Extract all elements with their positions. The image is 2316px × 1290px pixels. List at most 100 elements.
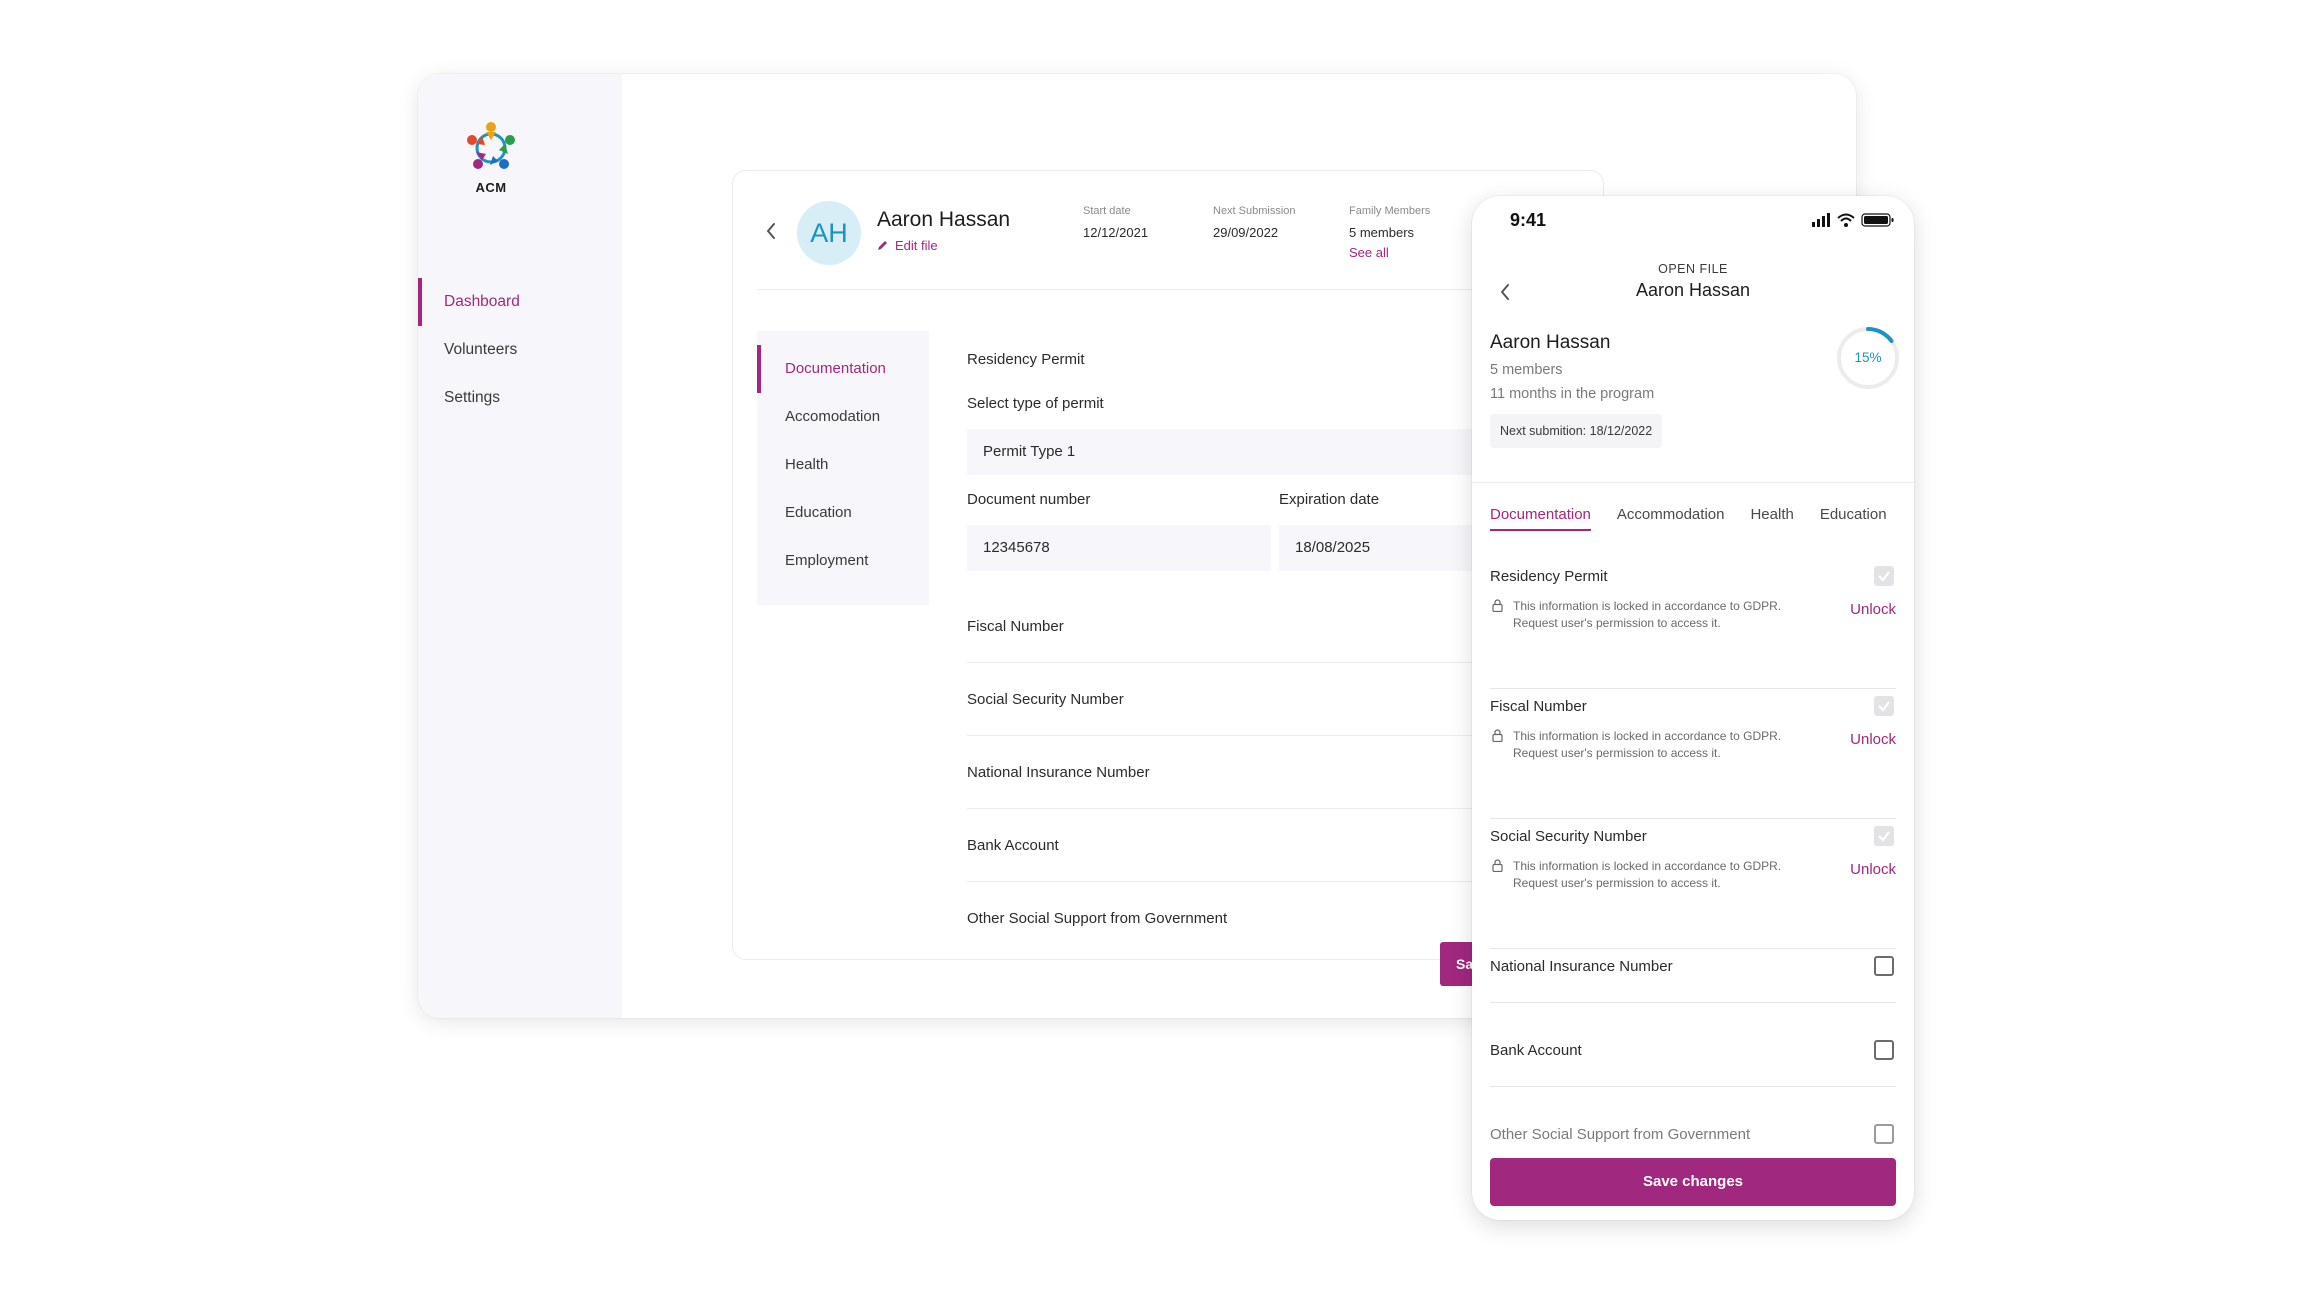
sidebar-item-dashboard[interactable]: Dashboard: [418, 278, 622, 326]
program-duration: 11 months in the program: [1490, 386, 1655, 402]
see-all-link[interactable]: See all: [1349, 245, 1389, 260]
item-national-insurance-number: National Insurance Number: [1490, 956, 1896, 1044]
tab-health[interactable]: Health: [785, 456, 829, 473]
save-changes-button[interactable]: Save changes: [1490, 1158, 1896, 1206]
start-date-value: 12/12/2021: [1083, 225, 1149, 240]
lock-note-text: This information is locked in accordance…: [1513, 599, 1782, 630]
lock-note-text: This information is locked in accordance…: [1513, 729, 1782, 760]
status-time: 9:41: [1510, 210, 1547, 230]
checkbox-unchecked[interactable]: [1874, 956, 1894, 976]
item-bank-account: Bank Account: [1490, 1040, 1896, 1128]
checkbox-checked[interactable]: [1874, 566, 1894, 586]
item-other-social-support: Other Social Support from Government: [1490, 1124, 1896, 1156]
tab-documentation[interactable]: Documentation: [1490, 506, 1591, 531]
unlock-link[interactable]: Unlock: [1850, 601, 1896, 618]
lock-note: This information is locked in accordance…: [1490, 728, 1810, 762]
section-title: Residency Permit: [967, 351, 1085, 368]
item-title: Other Social Support from Government: [1490, 1126, 1751, 1143]
tab-accommodation[interactable]: Accommodation: [1616, 506, 1725, 523]
lock-note: This information is locked in accordance…: [1490, 858, 1810, 892]
item-title: Fiscal Number: [1490, 698, 1587, 715]
lock-icon: [1492, 729, 1503, 742]
permit-type-label: Select type of permit: [967, 395, 1104, 412]
tab-employment[interactable]: Employment: [785, 552, 869, 569]
row-social-security-number[interactable]: Social Security Number: [967, 664, 1587, 736]
file-header: AH Aaron Hassan Edit file Start date 12/…: [733, 171, 1605, 289]
item-title: Bank Account: [1490, 1042, 1582, 1059]
item-divider: [1490, 1002, 1896, 1003]
item-fiscal-number: Fiscal Number This information is locked…: [1490, 696, 1896, 828]
lock-note: This information is locked in accordance…: [1490, 598, 1810, 632]
battery-icon: [1861, 213, 1894, 227]
edit-file-link[interactable]: Edit file: [877, 238, 938, 253]
item-divider: [1490, 948, 1896, 949]
family-members: Family Members 5 members See all: [1349, 205, 1430, 260]
checkbox-checked[interactable]: [1874, 696, 1894, 716]
tab-documentation[interactable]: Documentation: [757, 345, 929, 393]
next-submission-label: Next Submission: [1213, 205, 1296, 217]
item-title: Social Security Number: [1490, 828, 1647, 845]
header-divider: [757, 289, 1581, 290]
start-date-label: Start date: [1083, 205, 1131, 217]
edit-file-label: Edit file: [895, 238, 938, 253]
checkbox-unchecked[interactable]: [1874, 1040, 1894, 1060]
phone-tabs: Documentation Accommodation Health Educatio…: [1490, 506, 1914, 536]
person-name: Aaron Hassan: [1490, 332, 1611, 353]
expiration-date-label: Expiration date: [1279, 491, 1380, 508]
tab-education[interactable]: Education: [1819, 506, 1887, 523]
item-title: National Insurance Number: [1490, 958, 1673, 975]
lock-icon: [1492, 599, 1503, 612]
row-national-insurance-number[interactable]: National Insurance Number: [967, 737, 1587, 809]
checkmark-icon: [1878, 831, 1890, 842]
status-icons: [1812, 213, 1894, 227]
wifi-icon: [1837, 213, 1855, 227]
sidebar-item-settings[interactable]: Settings: [444, 389, 501, 406]
row-other-social-support[interactable]: Other Social Support from Government: [967, 910, 1228, 927]
pencil-icon: [878, 241, 887, 250]
start-date: Start date 12/12/2021: [1083, 205, 1148, 240]
family-members-label: Family Members: [1349, 205, 1431, 217]
unlock-link[interactable]: Unlock: [1850, 861, 1896, 878]
progress-ring: [1837, 327, 1899, 389]
document-number-input[interactable]: 12345678: [967, 525, 1271, 571]
profile-divider: [1472, 482, 1914, 483]
sidebar-nav: Dashboard Volunteers Settings: [418, 278, 622, 422]
unlock-link[interactable]: Unlock: [1850, 731, 1896, 748]
checkmark-icon: [1878, 701, 1890, 712]
item-title: Residency Permit: [1490, 568, 1608, 585]
item-residency-permit: Residency Permit This information is loc…: [1490, 566, 1896, 698]
tab-accomodation[interactable]: Accomodation: [785, 408, 881, 425]
row-bank-account[interactable]: Bank Account: [967, 810, 1587, 882]
lock-note-text: This information is locked in accordance…: [1513, 859, 1782, 890]
item-divider: [1490, 688, 1896, 689]
checkmark-icon: [1878, 571, 1890, 582]
sidebar: ACM Dashboard Volunteers Settings: [418, 74, 622, 1018]
sidebar-item-volunteers[interactable]: Volunteers: [444, 341, 518, 358]
topbar-supertitle: OPEN FILE: [1658, 262, 1728, 276]
topbar-title: Aaron Hassan: [1635, 280, 1751, 300]
logo-icon: [467, 122, 515, 169]
progress-percent: 15%: [1854, 350, 1882, 365]
row-fiscal-number[interactable]: Fiscal Number: [967, 591, 1587, 663]
document-number-label: Document number: [967, 491, 1091, 508]
acm-logo: ACM: [460, 118, 522, 198]
tab-education[interactable]: Education: [785, 504, 852, 521]
back-chevron-icon[interactable]: [1498, 282, 1512, 302]
section-tabs: Documentation Accomodation Health Educat…: [757, 331, 929, 605]
avatar: AH: [797, 201, 861, 265]
checkbox-checked[interactable]: [1874, 826, 1894, 846]
item-divider: [1490, 1086, 1896, 1087]
next-submission: Next Submission 29/09/2022: [1213, 205, 1296, 240]
back-chevron-icon[interactable]: [763, 221, 779, 241]
family-members-value: 5 members: [1349, 225, 1415, 240]
tab-health[interactable]: Health: [1750, 506, 1794, 523]
phone-screen: 9:41 OPEN FILE Aaron Hassan Aaron Hassan…: [1472, 196, 1914, 1220]
progress-arc: [1837, 327, 1899, 389]
next-submission-badge: Next submition: 18/12/2022: [1490, 414, 1663, 448]
item-social-security-number: Social Security Number This information …: [1490, 826, 1896, 958]
lock-icon: [1492, 859, 1503, 872]
signal-icon: [1812, 213, 1830, 227]
members-count: 5 members: [1490, 362, 1563, 378]
checkbox-unchecked[interactable]: [1874, 1124, 1894, 1144]
next-submission-value: 29/09/2022: [1213, 225, 1279, 240]
